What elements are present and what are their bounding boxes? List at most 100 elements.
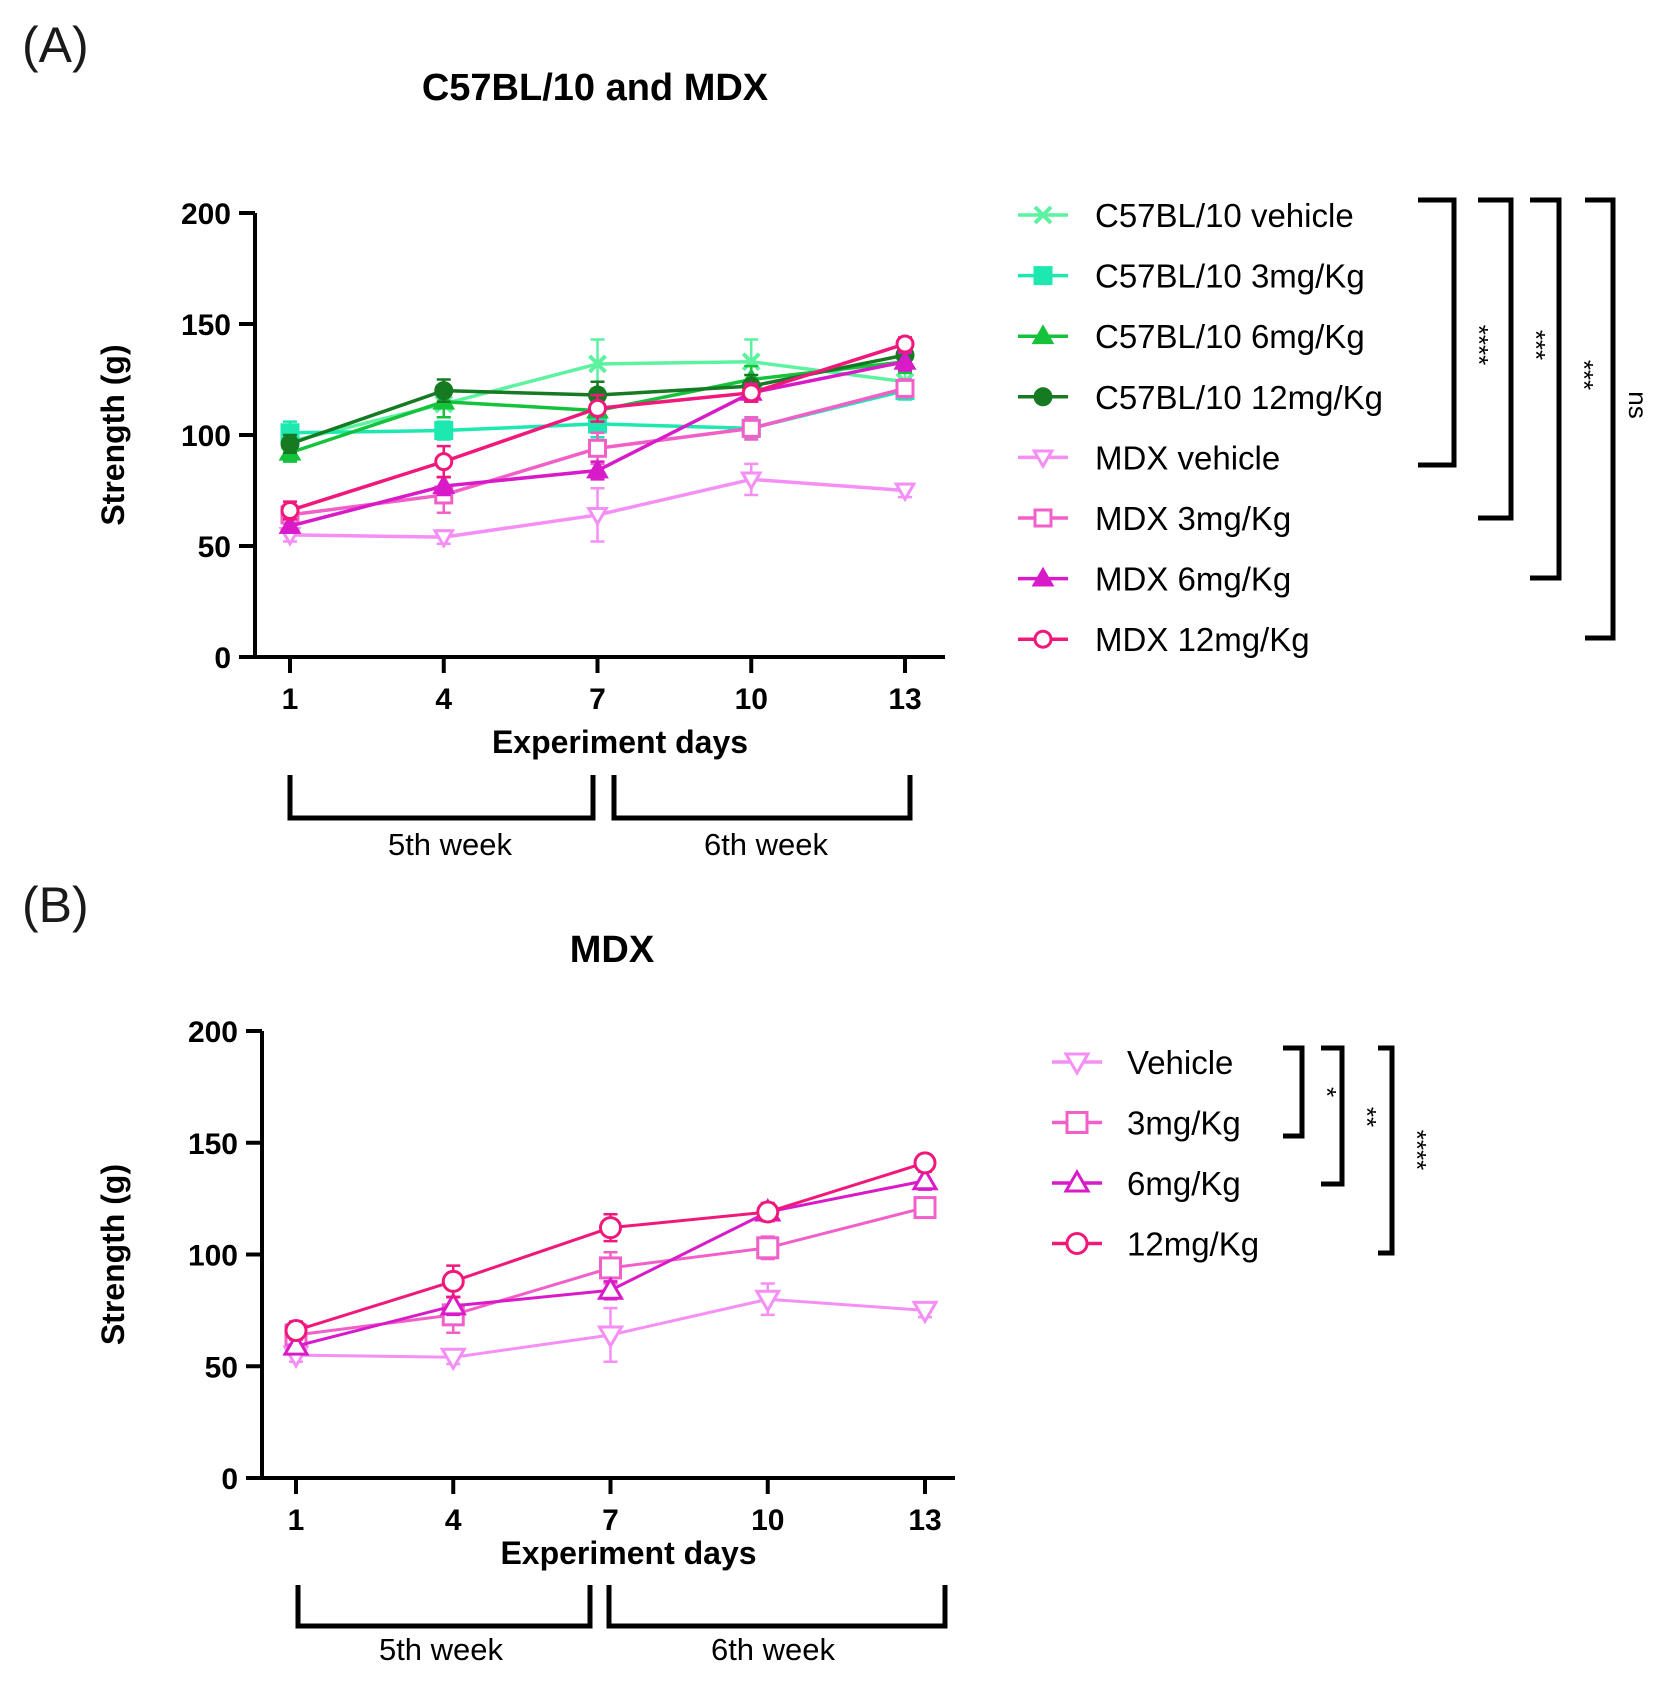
significance-bracket	[1378, 1045, 1395, 1256]
legend-marker	[1033, 629, 1053, 649]
significance-label: **	[1352, 1107, 1382, 1127]
week-bracket	[287, 775, 596, 821]
data-point	[588, 354, 607, 374]
data-point	[434, 421, 454, 441]
x-tick-label: 1	[282, 683, 299, 716]
data-point	[741, 418, 761, 438]
legend-label: C57BL/10 vehicle	[1095, 197, 1354, 234]
y-axis-label: Strength (g)	[95, 344, 131, 525]
data-point	[586, 507, 609, 527]
legend-marker	[1065, 1232, 1089, 1255]
week-bracket	[611, 775, 913, 821]
significance-bracket	[1478, 197, 1514, 521]
legend-label: MDX 12mg/Kg	[1095, 621, 1310, 658]
significance-bracket	[1283, 1045, 1305, 1139]
significance-label: *	[1312, 1087, 1342, 1097]
series-3	[284, 1151, 937, 1342]
x-tick-label: 13	[908, 1504, 941, 1537]
significance-brackets: **** ******ns	[1418, 197, 1653, 641]
y-tick-label: 100	[181, 420, 231, 453]
x-tick-label: 4	[435, 683, 452, 716]
panel-a: (A) C57BL/10 and MDX 0 50 100 150 200 1 4 7 10 13 Ex…	[22, 17, 1653, 862]
data-point	[739, 471, 763, 492]
legend-label: 3mg/Kg	[1127, 1105, 1241, 1142]
significance-bracket	[1530, 197, 1562, 581]
data-point	[756, 1200, 780, 1224]
x-tick-label: 1	[288, 1504, 305, 1537]
data-point	[280, 434, 300, 454]
chart-title: C57BL/10 and MDX	[422, 67, 769, 109]
significance-label: ****	[1402, 1130, 1432, 1170]
data-point	[741, 383, 761, 403]
data-point	[282, 1332, 310, 1356]
legend-marker	[1063, 1169, 1091, 1193]
series-7	[280, 334, 915, 521]
legend-label: Vehicle	[1127, 1044, 1233, 1081]
week-bracket	[606, 1585, 948, 1629]
data-point	[895, 334, 915, 354]
data-point	[893, 349, 917, 370]
data-point	[756, 1236, 780, 1260]
significance-label: ****	[1464, 325, 1494, 365]
legend-marker	[1033, 387, 1053, 407]
week-label: 5th week	[379, 1632, 504, 1667]
legend-marker	[1033, 266, 1053, 286]
x-tick-label: 4	[445, 1504, 462, 1537]
legend-marker	[1031, 449, 1055, 470]
legend: C57BL/10 vehicle C57BL/10 3mg/Kg C57BL/10 …	[1018, 197, 1383, 658]
significance-bracket	[1418, 197, 1457, 468]
y-tick-label: 0	[214, 642, 231, 675]
week-bracket	[295, 1585, 593, 1629]
data-point	[754, 1289, 782, 1314]
legend-marker	[1063, 1052, 1091, 1076]
y-axis-label: Strength (g)	[95, 1164, 131, 1345]
data-point	[432, 474, 456, 494]
data-point	[596, 1276, 625, 1300]
data-point	[434, 452, 454, 472]
data-point	[913, 1196, 937, 1220]
series-line	[295, 1161, 926, 1332]
legend-marker	[1033, 205, 1053, 225]
legend-marker	[1031, 324, 1055, 345]
data-point	[586, 458, 609, 479]
data-point	[439, 1347, 467, 1372]
legend: Vehicle 3mg/Kg 6mg/Kg 12mg/Kg	[1052, 1044, 1259, 1263]
panel-label: (B)	[22, 877, 89, 933]
chart-title: MDX	[570, 929, 655, 971]
data-point	[913, 1151, 937, 1175]
y-tick-label: 50	[198, 531, 231, 564]
y-tick-label: 50	[205, 1351, 238, 1384]
week-label: 6th week	[704, 827, 829, 862]
series-0	[282, 1282, 939, 1372]
x-tick-label: 7	[589, 683, 606, 716]
data-point	[441, 1269, 465, 1293]
y-tick-label: 200	[181, 198, 231, 231]
panel-b: (B) MDX 0 50 100 150 200 1 4 7 10 13 Experiment days…	[22, 877, 1432, 1667]
significance-label: ns	[1623, 391, 1653, 418]
x-tick-label: 7	[602, 1504, 619, 1537]
legend-label: MDX vehicle	[1095, 439, 1280, 476]
data-point	[439, 1291, 467, 1316]
data-point	[588, 438, 607, 458]
y-tick-label: 150	[181, 309, 231, 342]
legend-marker	[1031, 566, 1055, 587]
x-axis-label: Experiment days	[492, 724, 748, 760]
significance-label: ***	[1569, 360, 1599, 390]
week-label: 5th week	[388, 827, 513, 862]
data-point	[599, 1216, 622, 1240]
legend-marker	[1065, 1111, 1089, 1134]
x-tick-label: 10	[735, 683, 768, 716]
data-point	[895, 378, 915, 398]
legend-label: MDX 6mg/Kg	[1095, 561, 1291, 598]
x-tick-label: 10	[751, 1504, 784, 1537]
panel-label: (A)	[22, 17, 89, 73]
data-point	[911, 1166, 939, 1191]
significance-bracket	[1321, 1045, 1345, 1187]
data-point	[280, 500, 300, 520]
legend-label: C57BL/10 3mg/Kg	[1095, 258, 1365, 295]
significance-label: ***	[1521, 330, 1551, 360]
data-point	[432, 529, 456, 549]
y-tick-label: 200	[188, 1016, 238, 1049]
significance-brackets: *******	[1283, 1045, 1432, 1256]
